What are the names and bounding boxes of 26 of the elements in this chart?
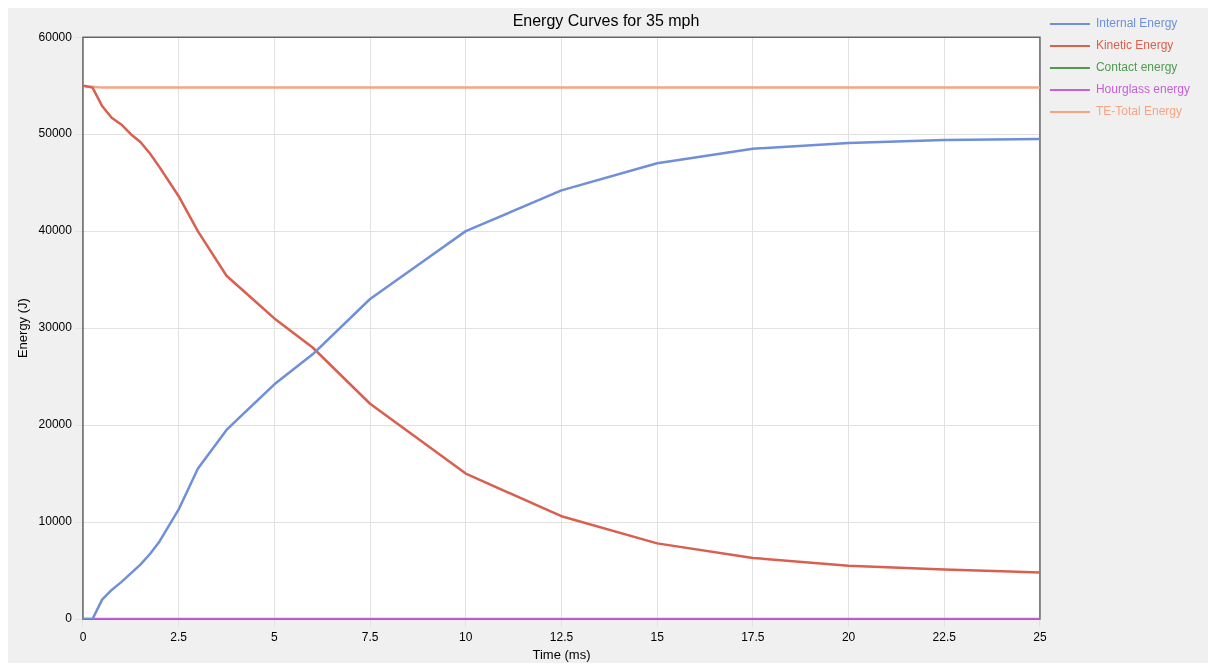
legend-label: Internal Energy (1095, 16, 1178, 31)
y-axis-title: Energy (J) (15, 298, 31, 359)
x-tick-label: 25 (1033, 629, 1047, 644)
x-tick-label: 0 (79, 629, 87, 644)
y-tick-label: 40000 (38, 223, 73, 238)
x-tick-label: 7.5 (361, 629, 379, 644)
legend-label: TE-Total Energy (1095, 104, 1182, 119)
x-tick-label: 5 (271, 629, 279, 644)
y-tick-label: 60000 (38, 29, 73, 44)
x-tick-label: 20 (841, 629, 856, 644)
legend-label: Hourglass energy (1095, 82, 1191, 97)
x-axis-title: Time (ms) (532, 646, 591, 662)
x-tick-label: 12.5 (549, 629, 574, 644)
y-tick-label: 20000 (38, 417, 73, 432)
x-tick-label: 15 (650, 629, 665, 644)
x-tick-label: 17.5 (741, 629, 765, 644)
chart-title: Energy Curves for 35 mph (512, 12, 700, 30)
y-tick-label: 50000 (38, 126, 73, 141)
legend-label: Kinetic Energy (1095, 38, 1174, 53)
y-tick-label: 0 (65, 611, 73, 626)
y-tick-label: 30000 (38, 320, 73, 335)
y-tick-label: 10000 (38, 514, 73, 529)
legend-label: Contact energy (1095, 60, 1178, 75)
x-tick-label: 10 (459, 629, 473, 644)
x-tick-label: 22.5 (932, 629, 957, 644)
x-tick-label: 2.5 (170, 629, 188, 644)
